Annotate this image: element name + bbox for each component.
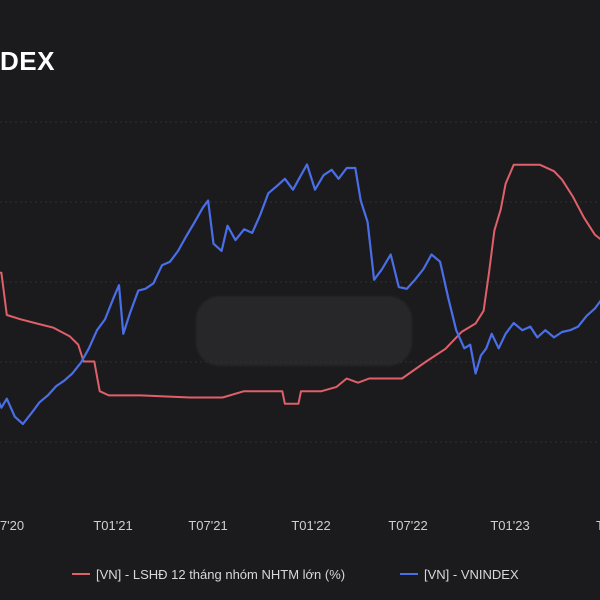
series-line-interest-rate	[0, 163, 600, 405]
legend-label: [VN] - LSHĐ 12 tháng nhóm NHTM lớn (%)	[96, 567, 345, 582]
watermark-blob	[196, 296, 412, 366]
x-tick-label: T07'22	[388, 518, 427, 533]
legend: [VN] - LSHĐ 12 tháng nhóm NHTM lớn (%) [V…	[72, 567, 519, 582]
grid-layer	[0, 121, 600, 443]
legend-item: [VN] - VNINDEX	[400, 567, 519, 582]
legend-label: [VN] - VNINDEX	[424, 567, 519, 582]
x-tick-labels: 7'20 T01'21 T07'21 T01'22 T07'22 T01'23 T0	[0, 518, 600, 533]
x-tick-label: T01'22	[291, 518, 330, 533]
x-tick-label: 7'20	[0, 518, 24, 533]
series-layer	[0, 163, 600, 426]
x-tick-label: T01'21	[93, 518, 132, 533]
series-line-vnindex	[0, 163, 600, 426]
x-tick-label: T07'21	[188, 518, 227, 533]
legend-item: [VN] - LSHĐ 12 tháng nhóm NHTM lớn (%)	[72, 567, 345, 582]
x-tick-label: T01'23	[490, 518, 529, 533]
chart-title: DEX	[0, 46, 55, 76]
x-tick-label: T0	[596, 518, 600, 533]
